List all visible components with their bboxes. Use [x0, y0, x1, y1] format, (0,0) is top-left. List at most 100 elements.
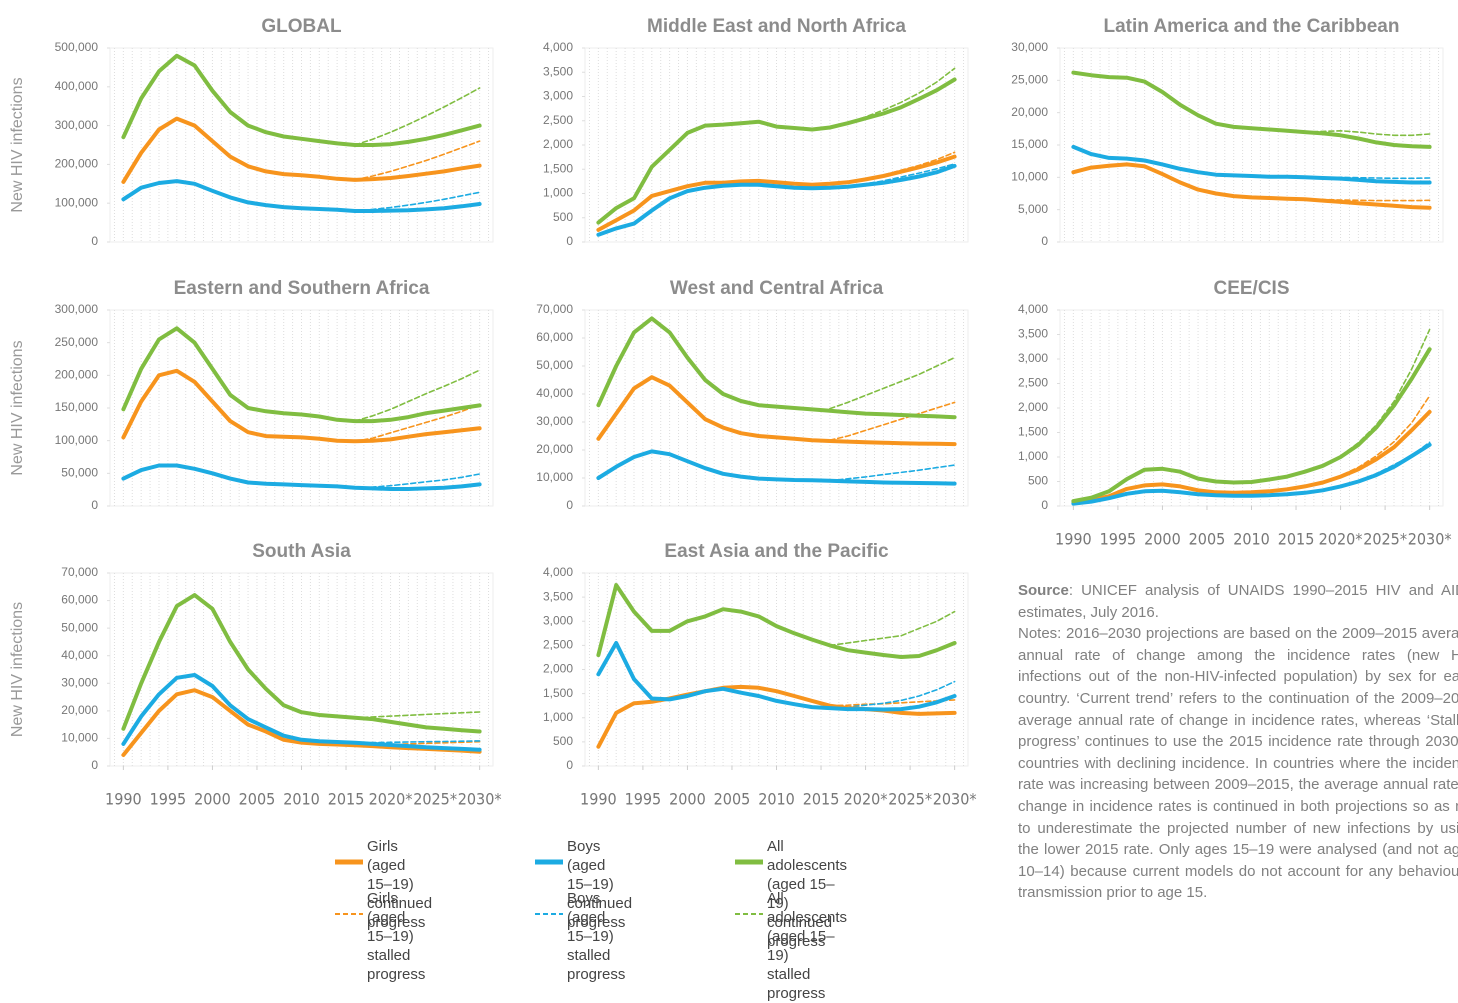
y-tick-label: 20,000: [1011, 105, 1048, 119]
x-tick-label: 2030*: [458, 790, 502, 809]
y-tick-label: 1,000: [543, 710, 573, 724]
x-tick-label: 2000: [1144, 530, 1181, 549]
series-line: [1304, 130, 1431, 137]
y-tick-label: 50,000: [61, 466, 98, 480]
y-tick-label: 100,000: [55, 195, 99, 209]
y-tick-label: 0: [1041, 234, 1048, 248]
series-line: [596, 449, 957, 486]
x-tick-label: 2020*: [844, 790, 888, 809]
source-text: : UNICEF analysis of UNAIDS 1990–2015 HI…: [1018, 582, 1458, 621]
x-tick-label: 2015: [328, 790, 365, 809]
series-line: [121, 368, 482, 444]
y-tick-label: 300,000: [55, 118, 99, 132]
y-tick-label: 10,000: [1011, 170, 1048, 184]
x-tick-label: 2000: [669, 790, 706, 809]
legend-label: Girls (aged 15–19) continued progress: [367, 838, 433, 931]
y-tick-label: 5,000: [1018, 202, 1048, 216]
series-line: [354, 140, 481, 181]
y-tick-label: 10,000: [536, 470, 573, 484]
y-tick-label: 20,000: [536, 442, 573, 456]
y-tick-label: 2,500: [1018, 376, 1048, 390]
y-tick-label: 25,000: [1011, 73, 1048, 87]
y-tick-label: 0: [91, 758, 98, 772]
series-line: [121, 326, 482, 424]
y-tick-label: 3,500: [1018, 327, 1048, 341]
series-line: [596, 375, 957, 447]
y-tick-label: 3,000: [1018, 351, 1048, 365]
series-line: [596, 316, 957, 420]
y-tick-label: 3,500: [543, 64, 573, 78]
chart-title: Latin America and the Caribbean: [1104, 16, 1400, 37]
series-line: [829, 610, 956, 647]
y-tick-label: 500,000: [55, 40, 99, 54]
x-tick-label: 2025*: [413, 790, 457, 809]
x-tick-label: 1995: [150, 790, 187, 809]
y-tick-label: 30,000: [1011, 40, 1048, 54]
x-tick-label: 2030*: [933, 790, 977, 809]
y-tick-label: 200,000: [55, 157, 99, 171]
x-tick-label: 2005: [239, 790, 276, 809]
y-tick-label: 15,000: [1011, 137, 1048, 151]
notes-box: Source: UNICEF analysis of UNAIDS 1990–2…: [1018, 580, 1458, 931]
charts: GLOBAL New HIV infections 0 100,000 200,000 3…: [9, 16, 1452, 915]
series-line: [121, 463, 482, 491]
y-tick-label: 2,000: [543, 662, 573, 676]
y-tick-label: 100,000: [55, 433, 99, 447]
chart-title: Eastern and Southern Africa: [174, 278, 430, 299]
y-tick-label: 2,500: [543, 638, 573, 652]
series-line: [121, 673, 482, 752]
x-tick-label: 2010: [283, 790, 320, 809]
x-tick-label: 2020*: [369, 790, 413, 809]
series-line: [121, 593, 482, 734]
series-line: [1071, 409, 1432, 505]
series-line: [1071, 442, 1432, 506]
series-line: [829, 464, 956, 482]
y-tick-label: 150,000: [55, 400, 99, 414]
x-tick-label: 1990: [1055, 530, 1092, 549]
series-line: [354, 403, 481, 443]
x-tick-label: 1995: [625, 790, 662, 809]
x-tick-label: 2010: [1233, 530, 1270, 549]
y-tick-label: 3,000: [543, 89, 573, 103]
legend-label: Boys (aged 15–19) stalled progress: [567, 890, 626, 983]
series-line: [121, 53, 482, 147]
chart-title: West and Central Africa: [670, 278, 884, 299]
y-tick-label: 1,000: [1018, 449, 1048, 463]
series-line: [596, 641, 957, 712]
y-tick-label: 70,000: [536, 302, 573, 316]
y-axis-label: New HIV infections: [9, 77, 26, 212]
series-line: [829, 67, 956, 129]
x-tick-label: 2020*: [1319, 530, 1363, 549]
y-tick-label: 500: [553, 734, 573, 748]
x-tick-label: 2000: [194, 790, 231, 809]
y-tick-label: 50,000: [536, 358, 573, 372]
x-tick-label: 2015: [803, 790, 840, 809]
y-tick-label: 1,500: [543, 686, 573, 700]
series-line: [829, 356, 956, 410]
y-tick-label: 500: [1028, 474, 1048, 488]
y-tick-label: 3,000: [543, 613, 573, 627]
y-tick-label: 1,000: [543, 186, 573, 200]
y-tick-label: 250,000: [55, 335, 99, 349]
x-tick-label: 2025*: [888, 790, 932, 809]
legend-label: Boys (aged 15–19) continued progress: [567, 838, 633, 931]
y-tick-label: 0: [1041, 498, 1048, 512]
y-tick-label: 50,000: [61, 620, 98, 634]
series-line: [1071, 70, 1432, 149]
y-tick-label: 1,500: [1018, 425, 1048, 439]
x-tick-label: 2005: [1189, 530, 1226, 549]
y-tick-label: 200,000: [55, 368, 99, 382]
y-tick-label: 4,000: [1018, 302, 1048, 316]
y-tick-label: 60,000: [61, 593, 98, 607]
x-tick-label: 2005: [714, 790, 751, 809]
y-tick-label: 3,500: [543, 589, 573, 603]
source: Source: UNICEF analysis of UNAIDS 1990–2…: [1018, 580, 1458, 623]
y-tick-label: 500: [553, 210, 573, 224]
y-tick-label: 0: [566, 758, 573, 772]
y-tick-label: 40,000: [61, 648, 98, 662]
chart-title: Middle East and North Africa: [647, 16, 906, 37]
y-tick-label: 0: [566, 234, 573, 248]
y-tick-label: 0: [91, 234, 98, 248]
x-tick-label: 2030*: [1408, 530, 1452, 549]
y-tick-label: 4,000: [543, 40, 573, 54]
